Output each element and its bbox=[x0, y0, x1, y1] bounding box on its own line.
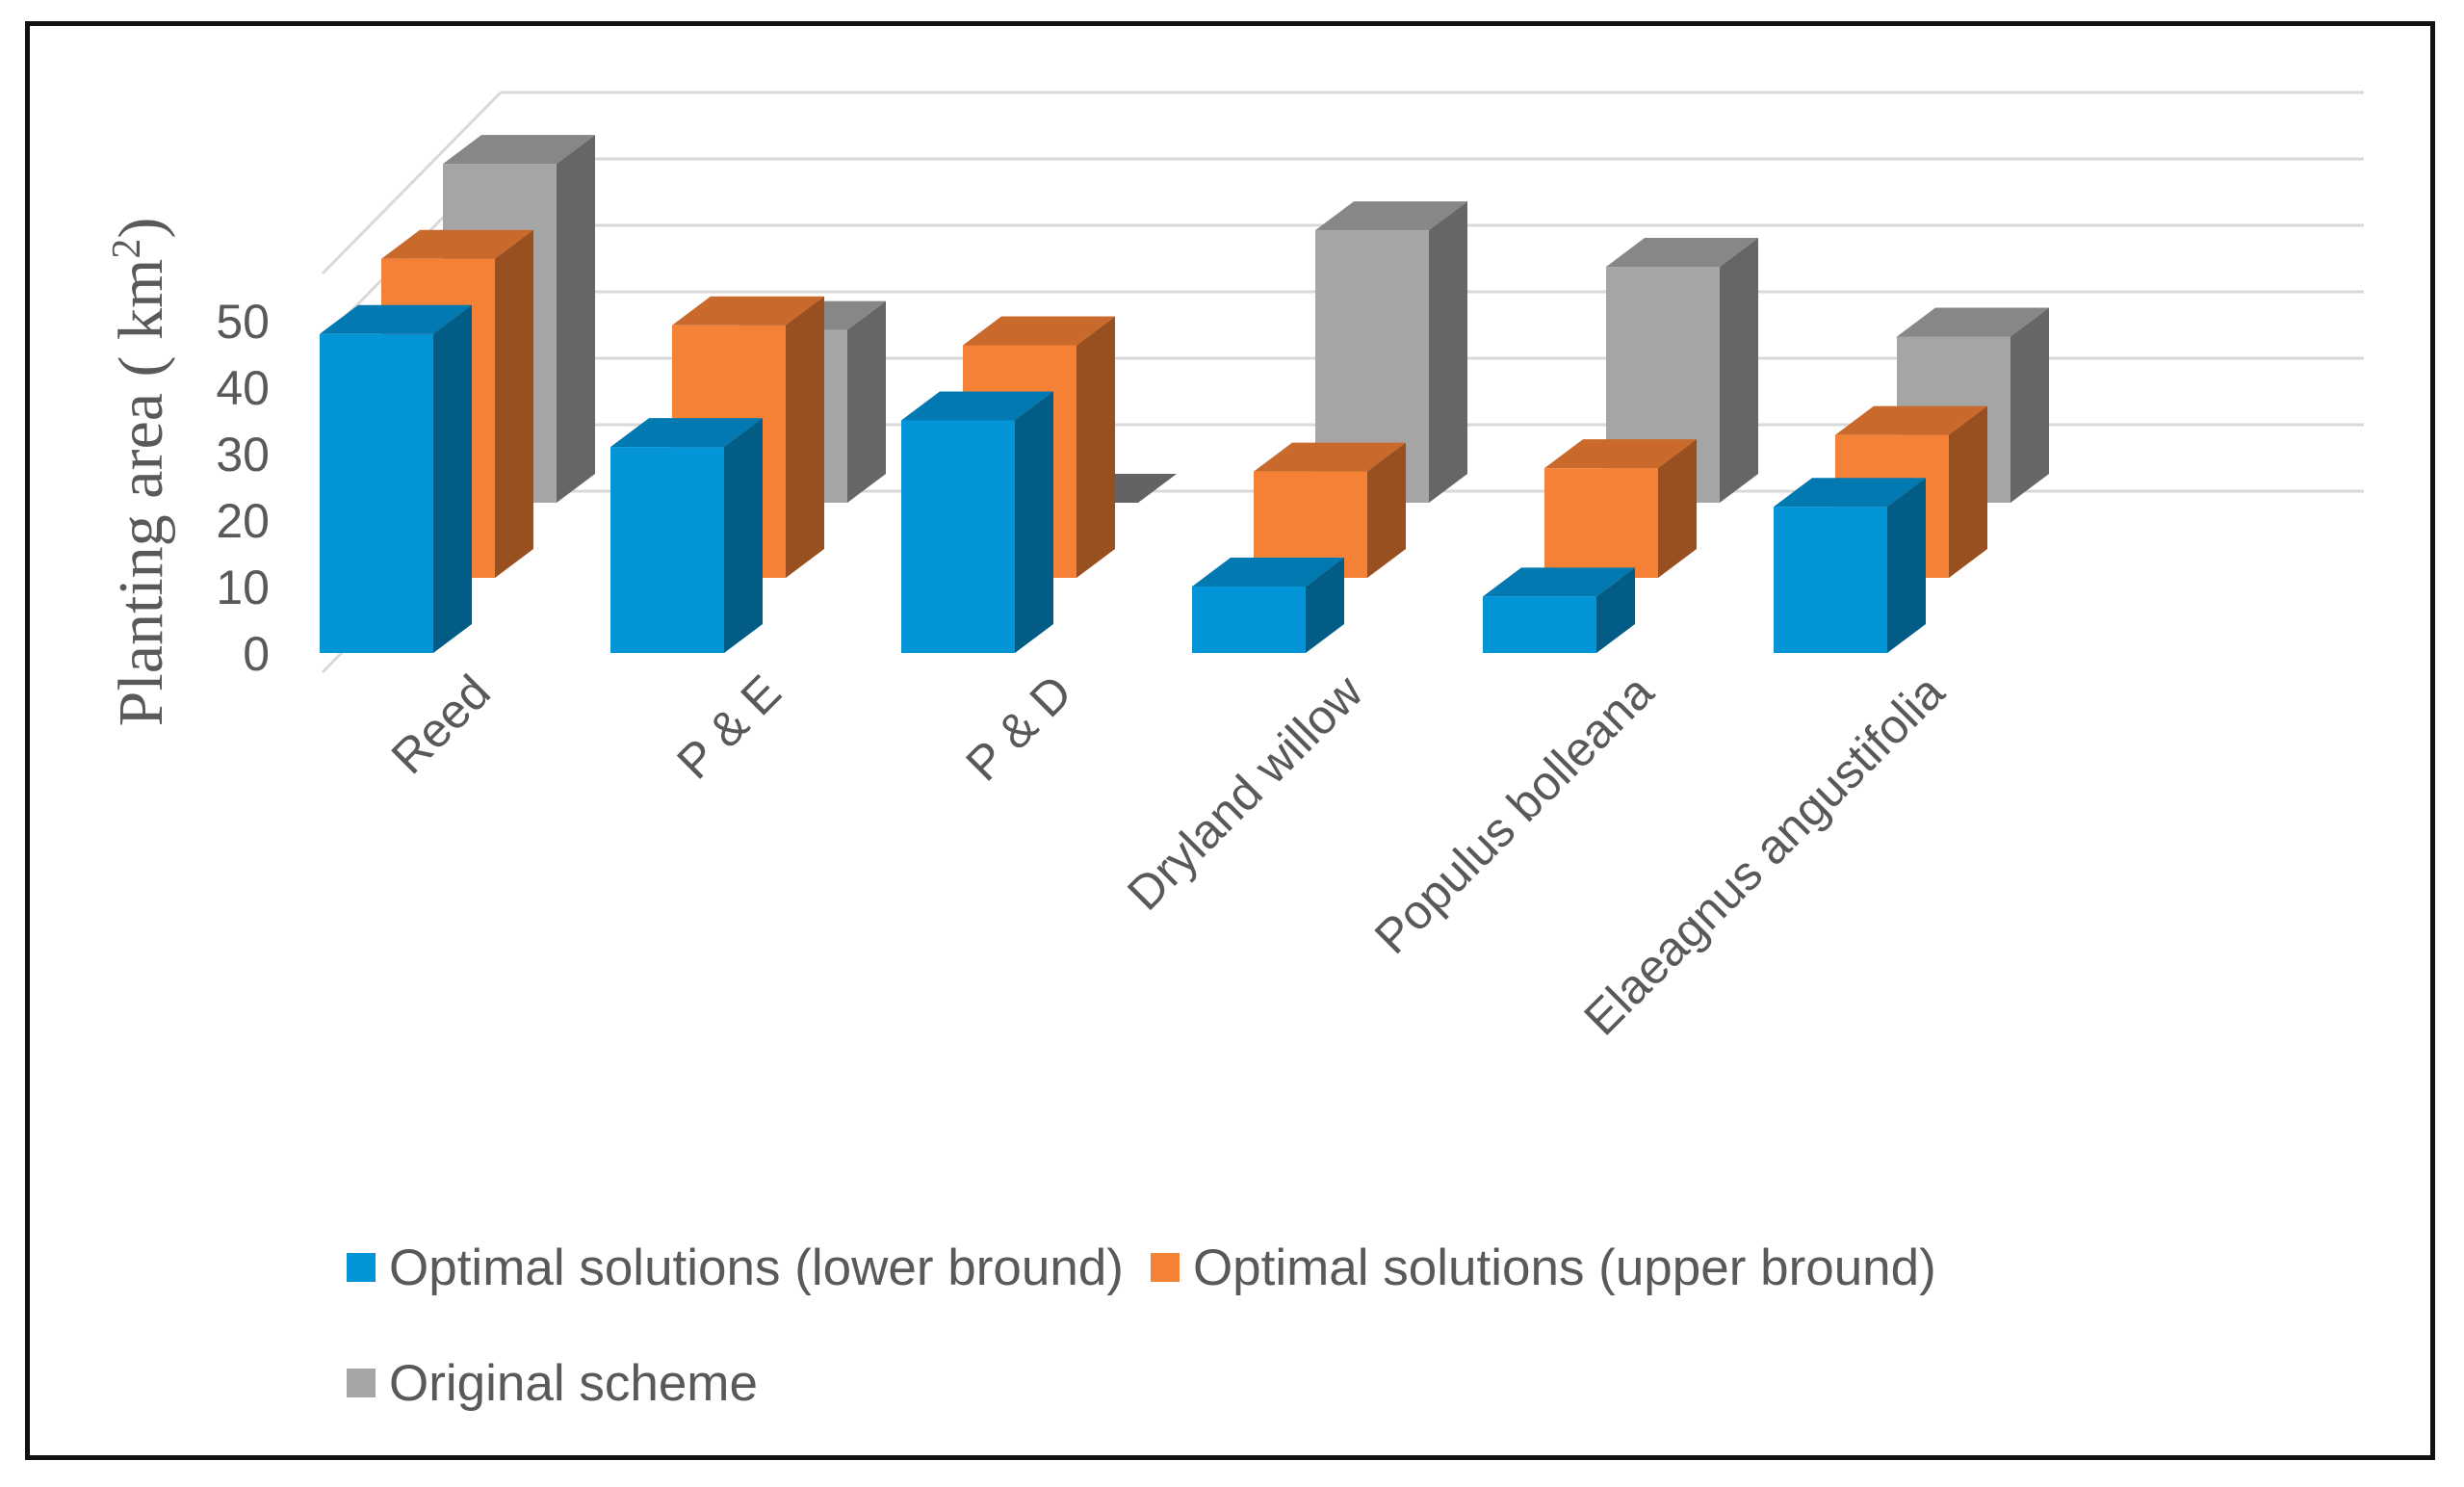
bar bbox=[1483, 567, 1635, 653]
bar-side bbox=[1658, 439, 1697, 578]
legend-row-1: Optimal solutions (lower bround) Optimal… bbox=[347, 1233, 2272, 1302]
bar-front bbox=[1774, 507, 1887, 653]
bar bbox=[1192, 558, 1344, 653]
y-axis-title-main: Planting area ( km bbox=[106, 259, 176, 727]
y-axis-title: Planting area ( km2) bbox=[105, 218, 176, 727]
bar-top bbox=[1606, 238, 1758, 268]
y-axis-title-end: ) bbox=[106, 218, 176, 239]
legend-swatch-upper bbox=[1150, 1253, 1180, 1282]
bar-top bbox=[610, 418, 763, 448]
bar-side bbox=[557, 135, 595, 503]
bar bbox=[1774, 478, 1926, 653]
legend-row-2: Original scheme bbox=[347, 1348, 2272, 1418]
y-tick-label: 50 bbox=[216, 295, 270, 349]
bar-top bbox=[901, 391, 1053, 421]
bar-front bbox=[901, 420, 1015, 653]
bar bbox=[320, 304, 472, 653]
bar-top bbox=[1835, 405, 1987, 435]
bar-top bbox=[1254, 442, 1406, 472]
bar-front bbox=[320, 333, 433, 653]
bar-side bbox=[1949, 405, 1987, 578]
bar-top bbox=[320, 304, 472, 334]
y-tick-label: 0 bbox=[243, 627, 270, 681]
category-label: P & E bbox=[666, 665, 791, 789]
legend: Optimal solutions (lower bround) Optimal… bbox=[347, 1233, 2272, 1464]
bar-side bbox=[1429, 201, 1467, 503]
bar-side bbox=[1596, 567, 1635, 653]
bar-front bbox=[1483, 596, 1596, 653]
legend-label-original: Original scheme bbox=[389, 1354, 758, 1412]
bar-top bbox=[1192, 558, 1344, 587]
y-tick-label: 10 bbox=[216, 561, 270, 614]
bar-side bbox=[1887, 478, 1926, 653]
bar-side bbox=[1076, 316, 1115, 578]
bar-side bbox=[847, 300, 886, 503]
bar-top bbox=[1315, 201, 1467, 231]
category-label: Reed bbox=[381, 665, 501, 784]
y-axis-ticks: 0 10 20 30 40 50 bbox=[216, 295, 270, 681]
y-axis-title-sup: 2 bbox=[105, 239, 149, 259]
series-0-bars bbox=[320, 304, 1926, 653]
bar-top bbox=[1544, 439, 1697, 469]
legend-label-upper: Optimal solutions (upper bround) bbox=[1192, 1239, 1936, 1296]
category-label: Dryland willow bbox=[1117, 665, 1373, 921]
y-tick-label: 20 bbox=[216, 494, 270, 548]
y-tick-label: 40 bbox=[216, 361, 270, 415]
y-tick-label: 30 bbox=[216, 428, 270, 482]
bar-top bbox=[1897, 307, 2049, 337]
legend-label-lower: Optimal solutions (lower bround) bbox=[389, 1239, 1124, 1296]
bar-side bbox=[1367, 442, 1406, 578]
bar bbox=[1544, 439, 1697, 578]
bar-side bbox=[1306, 558, 1344, 653]
legend-swatch-original bbox=[347, 1369, 376, 1397]
bar-side bbox=[724, 418, 763, 653]
legend-item-upper: Optimal solutions (upper bround) bbox=[1150, 1239, 1936, 1297]
bar bbox=[901, 391, 1053, 653]
bar-top bbox=[672, 296, 824, 326]
gridline-side bbox=[321, 91, 503, 275]
bar-top bbox=[1774, 478, 1926, 508]
bar-side bbox=[1720, 238, 1758, 504]
legend-item-original: Original scheme bbox=[347, 1354, 758, 1413]
bar-top bbox=[963, 316, 1115, 346]
bar-side bbox=[786, 296, 824, 578]
bar-top bbox=[381, 229, 533, 259]
legend-swatch-lower bbox=[347, 1253, 376, 1282]
bar bbox=[610, 418, 763, 653]
bar-top bbox=[443, 135, 595, 165]
bar-side bbox=[2010, 307, 2049, 503]
bar-top bbox=[1483, 567, 1635, 597]
bar bbox=[1254, 442, 1406, 578]
bar-side bbox=[433, 304, 472, 653]
category-label: Populus bolleana bbox=[1364, 665, 1664, 964]
bar-side bbox=[495, 229, 533, 579]
legend-item-lower: Optimal solutions (lower bround) bbox=[347, 1239, 1124, 1297]
bar-front bbox=[1192, 587, 1306, 653]
bar-side bbox=[1015, 391, 1053, 653]
category-label: P & D bbox=[955, 665, 1081, 791]
bars bbox=[320, 135, 2049, 653]
bar-front bbox=[610, 447, 724, 653]
bar-front bbox=[1544, 468, 1658, 578]
